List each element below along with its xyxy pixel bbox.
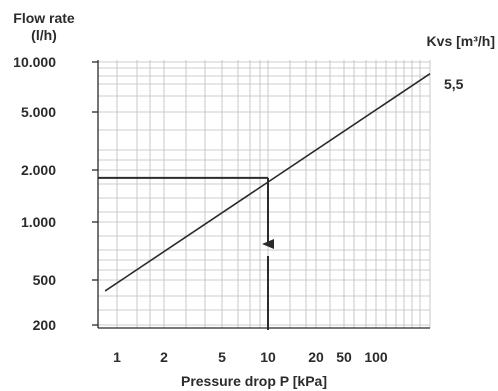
y-tick-labels: 10.000 5.000 2.000 1.000 500 200 [13, 54, 98, 333]
y-tick-label: 10.000 [13, 54, 56, 70]
reading-example [98, 176, 274, 330]
y-tick-label: 5.000 [21, 104, 56, 120]
x-tick-label: 1 [113, 349, 121, 365]
x-tick-label: 10 [260, 349, 276, 365]
x-tick-label: 50 [336, 349, 352, 365]
y-tick-label: 500 [33, 272, 57, 288]
series-label: 5,5 [444, 76, 464, 92]
x-tick-label: 100 [364, 349, 388, 365]
x-tick-labels: 1 2 5 10 20 50 100 [113, 349, 388, 365]
y-tick-label: 1.000 [21, 214, 56, 230]
y-tick-label: 200 [33, 317, 57, 333]
chart-grid [98, 60, 431, 328]
x-tick-label: 20 [308, 349, 324, 365]
x-tick-label: 2 [160, 349, 168, 365]
y-tick-label: 2.000 [21, 162, 56, 178]
kvs-axis-title: Kvs [m³/h] [427, 33, 495, 49]
x-tick-label: 5 [218, 349, 226, 365]
series-group: 5,5 [104, 73, 464, 292]
y-axis-title-line2: (l/h) [31, 27, 57, 43]
y-axis-title-line1: Flow rate [13, 10, 75, 26]
x-axis-title: Pressure drop P [kPa] [181, 373, 327, 389]
